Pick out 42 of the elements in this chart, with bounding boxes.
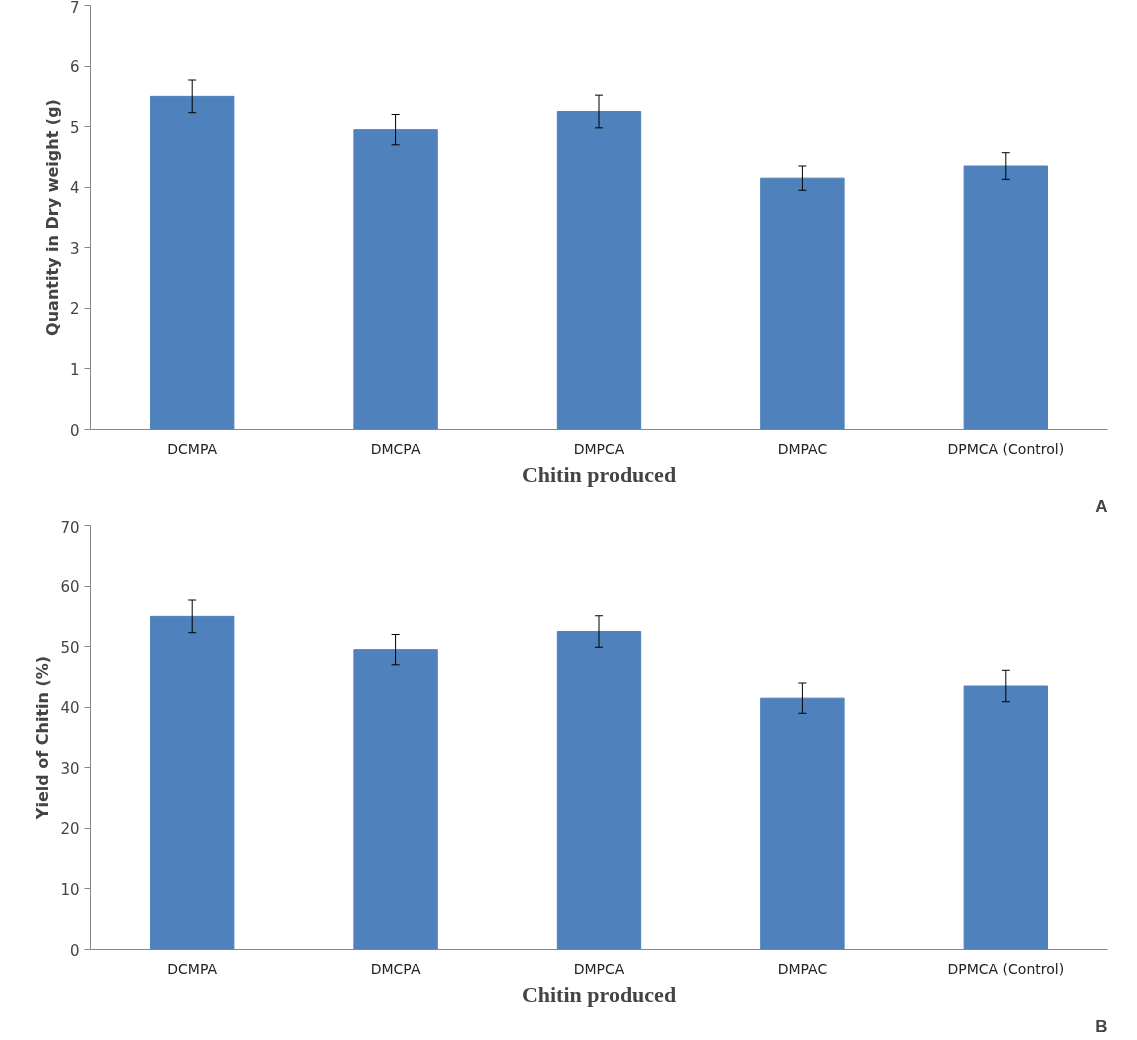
y-tick-label: 60 — [60, 578, 80, 597]
bar — [760, 177, 845, 430]
x-tick-label: DMPCA — [573, 960, 625, 977]
y-tick-label: 5 — [69, 118, 80, 137]
bar — [760, 697, 845, 950]
x-tick-label: DPMCA (Control) — [947, 960, 1065, 977]
x-tick-label: DCMPA — [167, 440, 218, 457]
x-tick-label: DPMCA (Control) — [947, 440, 1065, 457]
y-tick-label: 0 — [69, 941, 80, 960]
x-tick-label: DMPCA — [573, 440, 625, 457]
bar — [963, 165, 1048, 430]
bar — [150, 95, 235, 430]
bar — [556, 111, 642, 430]
y-tick-label: 3 — [69, 239, 80, 258]
y-tick-label: 0 — [69, 421, 80, 440]
y-tick-label: 4 — [69, 179, 80, 198]
text: B — [1095, 1016, 1108, 1036]
bar — [353, 649, 438, 950]
x-axis-title: Chitin produced — [521, 981, 677, 1007]
y-tick-label: 2 — [69, 300, 80, 319]
y-tick-label: 70 — [60, 518, 80, 537]
x-tick-label: DMCPA — [370, 440, 421, 457]
y-tick-label: 40 — [60, 699, 80, 718]
text: A — [1095, 496, 1108, 516]
y-tick-label: 1 — [69, 360, 80, 379]
x-tick-label: DMPAC — [777, 440, 828, 457]
bar — [556, 631, 642, 950]
x-tick-label: DCMPA — [167, 960, 218, 977]
y-tick-label: 7 — [69, 0, 80, 17]
y-tick-label: 10 — [60, 880, 80, 899]
y-tick-label: 20 — [60, 820, 80, 839]
bar — [963, 685, 1048, 950]
x-axis-title: Chitin produced — [521, 461, 677, 487]
y-axis-title: Yield of Chitin (%) — [33, 655, 53, 821]
x-tick-label: DMPAC — [777, 960, 828, 977]
x-tick-label: DMCPA — [370, 960, 421, 977]
y-tick-label: 6 — [69, 58, 80, 77]
y-axis-title: Quantity in Dry weight (g) — [42, 99, 62, 336]
y-tick-label: 50 — [60, 638, 80, 657]
bar — [353, 129, 438, 430]
bar — [150, 615, 235, 950]
y-tick-label: 30 — [60, 759, 80, 778]
